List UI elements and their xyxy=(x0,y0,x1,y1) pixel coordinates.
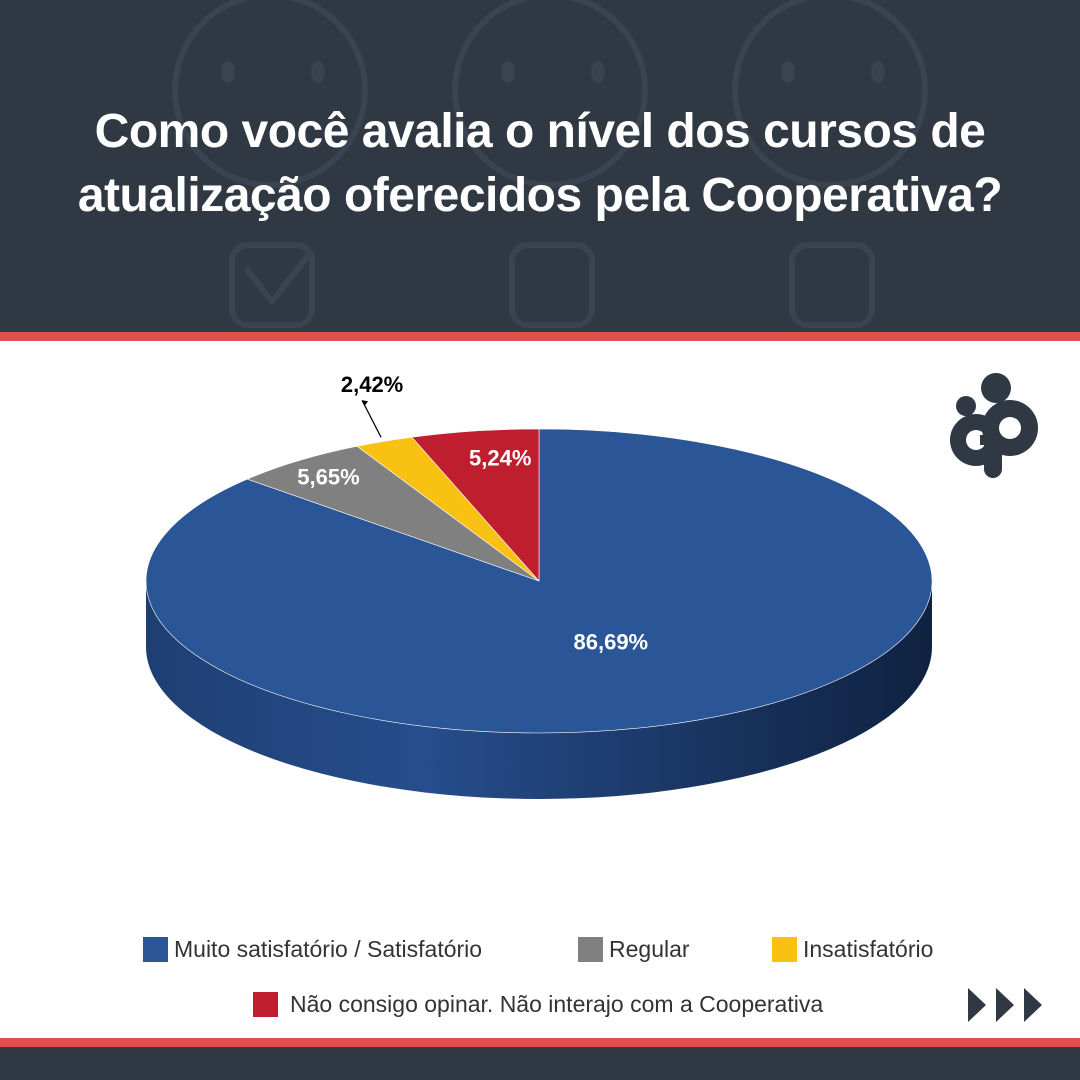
accent-stripe-bottom xyxy=(0,1038,1080,1047)
data-label-slice-muito-satisfatorio: 86,69% xyxy=(574,629,649,654)
cooperative-logo-icon xyxy=(950,373,1038,478)
data-label-slice-regular: 5,65% xyxy=(297,465,359,490)
accent-stripe-top xyxy=(0,332,1080,341)
legend-swatch-yellow xyxy=(772,936,797,962)
legend-item-regular: Regular xyxy=(578,935,690,963)
legend-label: Insatisfatório xyxy=(803,935,934,962)
triple-chevron-right-icon[interactable] xyxy=(968,988,1048,1022)
slice-regular xyxy=(246,445,540,582)
footer-bar xyxy=(0,1047,1080,1080)
legend-item-nao-consigo-opinar: Não consigo opinar. Não interajo com a C… xyxy=(253,990,823,1018)
emoji-background-decoration xyxy=(172,0,928,328)
leader-line xyxy=(361,400,382,438)
legend-label: Muito satisfatório / Satisfatório xyxy=(174,935,483,962)
leader-arrowhead xyxy=(362,400,369,406)
legend-swatch-red xyxy=(253,991,278,1017)
legend-swatch-blue xyxy=(143,936,168,962)
pie-chart: 86,69% 5,65% 2,42% 5,24% xyxy=(145,372,933,799)
pie-side-wall xyxy=(146,581,932,799)
header-banner: Como você avalia o nível dos cursos de a… xyxy=(0,0,1080,332)
legend-swatch-gray xyxy=(578,936,603,962)
data-label-slice-nao-consigo-opinar: 5,24% xyxy=(469,445,531,470)
legend-label: Regular xyxy=(609,935,690,962)
legend-item-insatisfatorio: Insatisfatório xyxy=(772,935,933,963)
legend-label: Não consigo opinar. Não interajo com a C… xyxy=(290,990,824,1017)
legend-item-muito-satisfatorio: Muito satisfatório / Satisfatório xyxy=(143,935,482,963)
page-title: Como você avalia o nível dos cursos de a… xyxy=(77,105,1003,222)
data-label-slice-insatisfatorio: 2,42% xyxy=(341,372,403,397)
slice-nao-consigo-opinar xyxy=(411,428,540,582)
